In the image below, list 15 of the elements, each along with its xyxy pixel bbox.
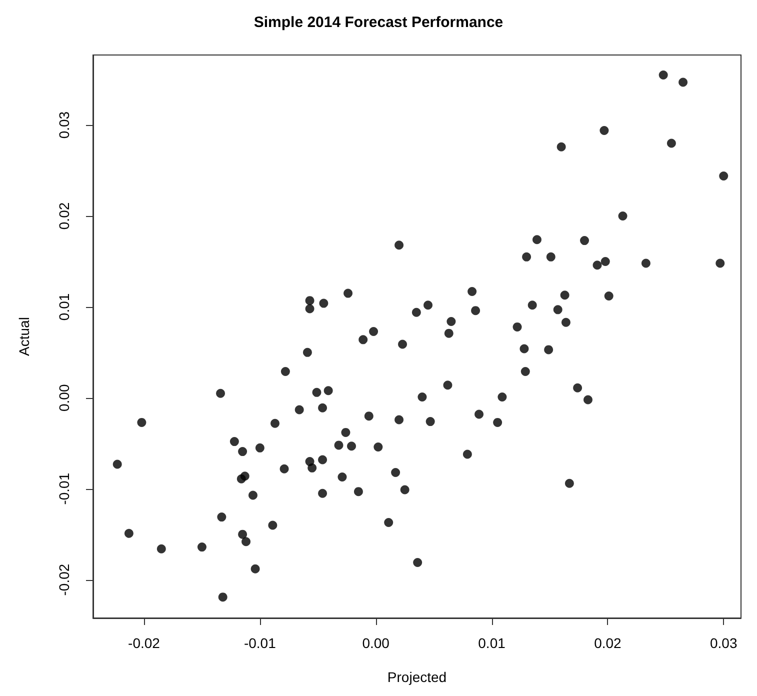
x-tick-label: 0.01	[478, 635, 506, 651]
x-tick-label: 0.03	[710, 635, 738, 651]
y-tick-label: 0.00	[56, 384, 72, 412]
x-tick-label: -0.02	[128, 635, 160, 651]
x-tick-label: 0.02	[594, 635, 622, 651]
x-tick-label: 0.00	[362, 635, 390, 651]
y-tick-label: -0.02	[56, 564, 72, 596]
y-axis-title: Actual	[16, 317, 32, 356]
x-axis-title: Projected	[387, 669, 447, 685]
y-tick-label: 0.01	[56, 293, 72, 321]
y-tick-label: 0.03	[56, 111, 72, 139]
y-tick-label: 0.02	[56, 202, 72, 230]
chart-title: Simple 2014 Forecast Performance	[254, 14, 504, 31]
x-tick-label: -0.01	[244, 635, 276, 651]
y-tick-label: -0.01	[56, 472, 72, 505]
